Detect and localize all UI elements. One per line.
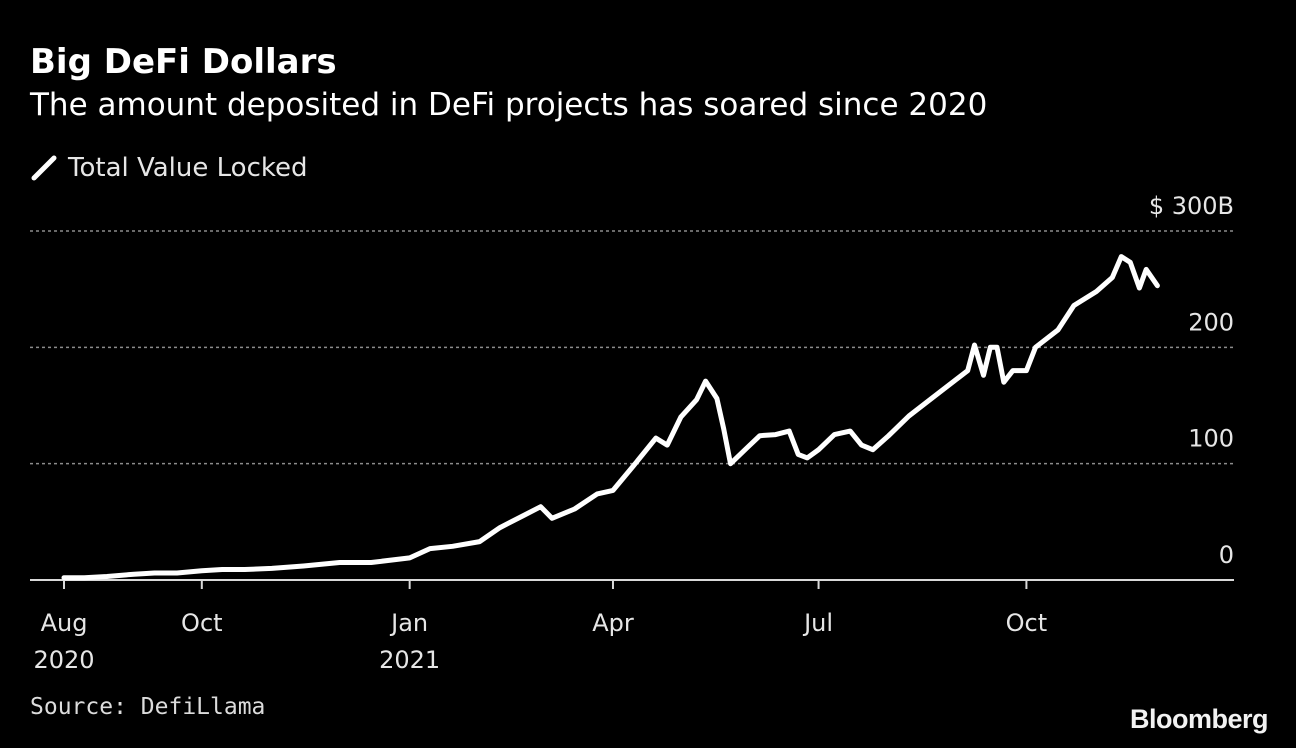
x-axis: Aug 2020 Oct Jan 2021 Apr Jul Oct: [30, 579, 1234, 674]
y-tick-label: 0: [1219, 541, 1234, 569]
legend: Total Value Locked: [30, 150, 308, 186]
y-tick-label: 100: [1188, 425, 1234, 453]
line-chart: 0 100 200 $ 300B Aug 2020 Oct Jan 2021 Apr Jul Oct: [30, 192, 1234, 674]
legend-label: Total Value Locked: [68, 153, 308, 183]
bloomberg-logo: Bloomberg: [1129, 704, 1269, 734]
x-tick-label: Jan: [389, 609, 428, 637]
y-axis-labels: 0 100 200 $ 300B: [1149, 192, 1234, 569]
series-line-total-value-locked: [61, 254, 1160, 581]
y-tick-label: $ 300B: [1149, 192, 1234, 220]
x-tick-year-label: 2021: [379, 646, 440, 674]
x-tick-label: Jul: [802, 609, 833, 637]
gridlines: [30, 230, 1234, 465]
x-tick-label: Oct: [1006, 609, 1048, 637]
chart-subtitle: The amount deposited in DeFi projects ha…: [30, 87, 988, 123]
x-tick-year-label: 2020: [33, 646, 94, 674]
chart-title: Big DeFi Dollars: [30, 42, 337, 82]
y-tick-label: 200: [1188, 308, 1234, 336]
x-tick-label: Aug: [41, 609, 88, 637]
source-note: Source: DefiLlama: [30, 694, 266, 720]
x-tick-label: Oct: [181, 609, 223, 637]
x-tick-label: Apr: [592, 609, 634, 637]
legend-line-icon: [31, 155, 57, 181]
series-layer: [61, 254, 1160, 581]
